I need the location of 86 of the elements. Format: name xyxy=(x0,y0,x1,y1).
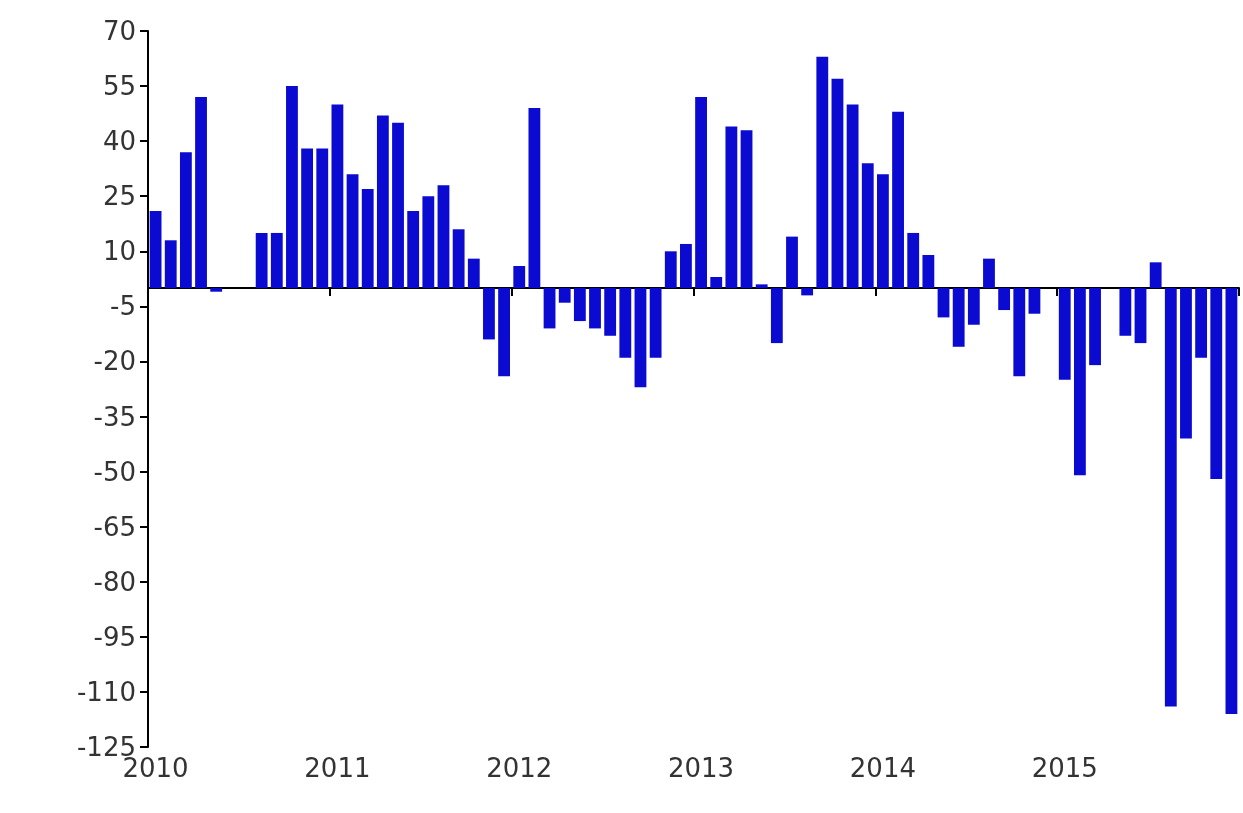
bar xyxy=(1149,262,1162,289)
y-tick-label: -95 xyxy=(93,621,136,652)
bar xyxy=(1195,288,1208,358)
bar xyxy=(210,288,223,292)
bar xyxy=(1089,288,1101,366)
bar xyxy=(816,56,829,289)
bar xyxy=(846,104,859,289)
bar xyxy=(649,288,662,358)
bar xyxy=(1210,288,1223,479)
bar xyxy=(270,232,283,289)
bar xyxy=(1225,288,1238,714)
y-tick-label: -110 xyxy=(76,676,136,707)
bar xyxy=(922,254,935,289)
bar xyxy=(513,265,526,289)
x-tick-label: 2012 xyxy=(486,753,553,783)
bar xyxy=(967,288,980,325)
y-tick-label: 55 xyxy=(102,71,136,102)
bar xyxy=(422,196,435,289)
bar xyxy=(998,288,1011,311)
bar xyxy=(543,288,556,329)
bar xyxy=(195,97,207,289)
bar xyxy=(286,86,298,289)
bar xyxy=(498,288,510,377)
bar xyxy=(877,174,889,289)
bar xyxy=(1013,288,1026,377)
bar xyxy=(634,288,647,388)
bar xyxy=(452,229,465,289)
bar xyxy=(786,236,798,289)
y-tick-label: -35 xyxy=(93,401,136,432)
bar xyxy=(255,232,268,289)
x-tick-label: 2014 xyxy=(849,753,916,783)
bar xyxy=(528,108,541,289)
bar xyxy=(604,288,617,336)
y-tick-label: -65 xyxy=(93,511,136,542)
bar xyxy=(558,288,571,303)
bar xyxy=(695,97,707,289)
bar xyxy=(149,210,162,289)
bar xyxy=(983,258,995,289)
bar xyxy=(952,288,965,347)
bar xyxy=(1028,288,1041,314)
bar xyxy=(331,104,344,289)
bar xyxy=(164,240,177,289)
bar xyxy=(725,126,738,289)
y-tick-label: 70 xyxy=(102,16,136,46)
bar xyxy=(755,284,768,289)
bar xyxy=(770,288,783,344)
bar xyxy=(1073,288,1086,476)
bar xyxy=(1058,288,1071,380)
bar xyxy=(361,188,374,289)
y-tick-label: 10 xyxy=(102,236,136,267)
bar xyxy=(907,232,920,289)
bar xyxy=(437,185,450,289)
bar xyxy=(467,258,480,289)
bar xyxy=(861,163,874,289)
bar xyxy=(346,174,359,289)
bar xyxy=(1164,288,1177,707)
y-tick-label: -5 xyxy=(110,291,136,322)
bar xyxy=(1180,288,1192,439)
bar xyxy=(831,78,844,289)
x-tick-label: 2013 xyxy=(667,753,735,783)
bar xyxy=(407,210,420,289)
bar xyxy=(589,288,601,329)
bar xyxy=(392,122,404,289)
y-tick-label: -50 xyxy=(93,456,136,487)
bar xyxy=(892,111,904,289)
bar xyxy=(1134,288,1147,344)
bar xyxy=(179,152,192,289)
bar xyxy=(301,148,314,289)
x-tick-label: 2015 xyxy=(1031,753,1098,783)
bar xyxy=(316,148,329,289)
bar xyxy=(573,288,586,322)
bar xyxy=(801,288,814,296)
y-tick-label: 40 xyxy=(102,126,136,157)
bar xyxy=(483,288,495,340)
bar xyxy=(664,251,677,289)
bar xyxy=(710,277,723,289)
bar xyxy=(937,288,950,318)
bar xyxy=(680,243,692,289)
bar xyxy=(740,130,753,289)
bar xyxy=(1119,288,1132,336)
y-tick-label: -20 xyxy=(93,346,136,377)
y-tick-label: -80 xyxy=(93,566,136,597)
bar xyxy=(619,288,632,358)
x-tick-label: 2011 xyxy=(304,753,371,783)
bar xyxy=(376,115,389,289)
y-tick-label: 25 xyxy=(102,181,136,212)
